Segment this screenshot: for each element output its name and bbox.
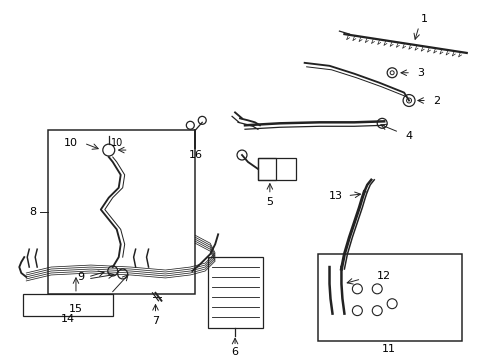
Bar	[257, 158, 275, 180]
Bar	[48, 130, 195, 294]
Bar	[257, 158, 295, 180]
Text: 13: 13	[328, 191, 342, 201]
Text: 9: 9	[77, 272, 84, 282]
Bar	[317, 254, 461, 341]
Text: 12: 12	[376, 271, 390, 281]
Text: 5: 5	[266, 197, 273, 207]
Text: 10: 10	[64, 138, 78, 148]
Text: 6: 6	[231, 347, 238, 357]
Text: 8: 8	[30, 207, 37, 216]
Bar	[208, 257, 263, 328]
Text: 15: 15	[69, 304, 83, 314]
Text: 11: 11	[382, 344, 395, 354]
Text: 2: 2	[432, 95, 439, 105]
Text: 1: 1	[420, 14, 427, 24]
Text: 10: 10	[111, 138, 123, 148]
Text: 7: 7	[152, 316, 159, 325]
Text: 4: 4	[404, 131, 411, 141]
Text: 3: 3	[416, 68, 423, 78]
Text: 14: 14	[61, 314, 75, 324]
Bar	[23, 294, 113, 316]
Text: 16: 16	[189, 150, 203, 160]
